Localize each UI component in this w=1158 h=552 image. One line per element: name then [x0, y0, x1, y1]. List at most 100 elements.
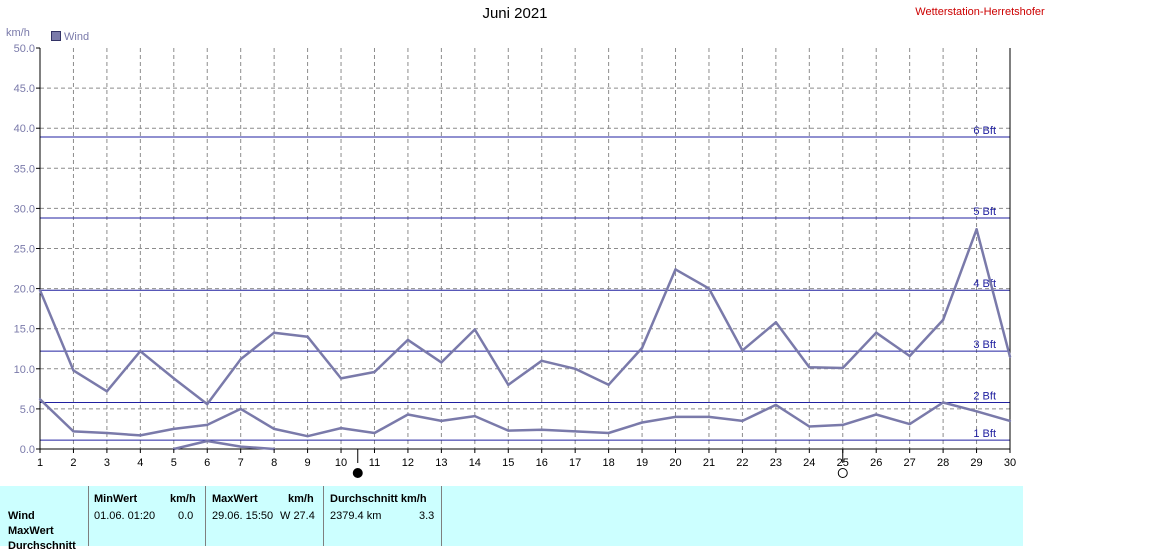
- data-point-max: [473, 328, 477, 331]
- beaufort-label: 1 Bft: [973, 428, 996, 440]
- data-point-max: [339, 377, 343, 380]
- avg-value: 3.3: [419, 510, 435, 522]
- data-point-max: [741, 349, 744, 352]
- data-point-max: [1008, 355, 1012, 358]
- beaufort-label: 3 Bft: [973, 339, 996, 351]
- min-header: MinWert: [94, 493, 138, 505]
- chart-series: [38, 228, 1012, 451]
- data-point-max: [774, 321, 778, 324]
- data-point-average: [741, 419, 744, 423]
- data-point-max: [573, 367, 577, 370]
- x-tick-label: 27: [904, 457, 916, 469]
- stats-divider: [88, 486, 89, 546]
- data-point-average: [306, 434, 309, 438]
- y-tick-label: 10.0: [14, 364, 35, 376]
- data-point-average: [440, 419, 443, 423]
- data-point-max: [306, 335, 309, 338]
- series-line-min: [173, 439, 275, 451]
- x-tick-label: 8: [271, 457, 277, 469]
- y-tick-label: 40.0: [14, 123, 35, 135]
- x-tick-label: 12: [402, 457, 414, 469]
- data-point-max: [440, 361, 443, 364]
- x-tick-label: 2: [70, 457, 76, 469]
- x-tick-label: 13: [435, 457, 447, 469]
- x-tick-label: 26: [870, 457, 882, 469]
- data-point-max: [373, 370, 376, 374]
- data-point-max: [272, 331, 276, 334]
- x-tick-label: 28: [937, 457, 949, 469]
- x-tick-label: 24: [803, 457, 815, 469]
- data-point-average: [875, 413, 878, 416]
- axis-ticks: 0.0 5.0 10.0 15.0 20.0 25.0 30.0 35.0 40.0 45.0 50…: [14, 43, 1017, 469]
- data-point-max: [406, 338, 410, 342]
- x-tick-label: 30: [1004, 457, 1016, 469]
- moon-phases: [352, 449, 848, 478]
- x-tick-label: 22: [736, 457, 748, 469]
- x-tick-label: 18: [602, 457, 614, 469]
- x-tick-label: 3: [104, 457, 110, 469]
- data-point-max: [975, 228, 978, 231]
- data-point-max: [607, 383, 610, 387]
- data-point-average: [975, 410, 978, 413]
- full-moon-icon: [837, 468, 848, 478]
- data-point-max: [239, 357, 242, 361]
- y-tick-label: 25.0: [14, 244, 35, 256]
- data-point-max: [674, 268, 677, 271]
- x-tick-label: 29: [970, 457, 982, 469]
- data-point-average: [339, 426, 343, 430]
- chart-title: Juni 2021: [482, 5, 548, 22]
- x-tick-label: 21: [703, 457, 715, 469]
- new-moon-icon: [352, 468, 363, 478]
- data-point-average: [507, 429, 510, 432]
- data-point-average: [640, 421, 644, 424]
- data-point-average: [941, 401, 945, 404]
- data-point-max: [875, 331, 878, 334]
- x-tick-label: 14: [469, 457, 481, 469]
- series-line-average: [39, 398, 1011, 438]
- legend-label: Wind: [64, 31, 90, 43]
- data-point-max: [540, 359, 543, 362]
- max-unit: km/h: [288, 493, 314, 505]
- series-line-max: [38, 228, 1012, 406]
- beaufort-label: 6 Bft: [973, 125, 996, 137]
- data-point-max: [139, 349, 142, 353]
- data-point-max: [172, 377, 175, 380]
- data-point-average: [206, 423, 209, 427]
- data-point-max: [941, 318, 945, 322]
- legend: Wind: [51, 31, 89, 43]
- x-tick-label: 17: [569, 457, 581, 469]
- data-point-average: [139, 434, 142, 437]
- data-point-average: [908, 422, 911, 426]
- data-point-average: [38, 398, 42, 401]
- y-tick-label: 50.0: [14, 43, 35, 55]
- y-tick-label: 35.0: [14, 163, 35, 175]
- legend-swatch: [51, 31, 61, 41]
- min-unit: km/h: [170, 493, 196, 505]
- avg-header: Durchschnitt km/h: [330, 493, 427, 505]
- x-tick-label: 10: [335, 457, 347, 469]
- data-point-max: [72, 369, 75, 372]
- beaufort-label: 2 Bft: [973, 390, 996, 402]
- data-point-max: [105, 390, 109, 393]
- max-value: W 27.4: [280, 510, 315, 522]
- y-tick-label: 30.0: [14, 203, 35, 215]
- data-point-average: [841, 423, 844, 427]
- data-point-max: [507, 383, 510, 387]
- x-tick-label: 23: [770, 457, 782, 469]
- x-tick-label: 20: [669, 457, 681, 469]
- station-name: Wetterstation-Herretshofer: [915, 6, 1045, 18]
- x-tick-label: 16: [536, 457, 548, 469]
- x-tick-label: 6: [204, 457, 210, 469]
- y-tick-label: 0.0: [20, 444, 35, 456]
- x-tick-label: 5: [171, 457, 177, 469]
- beaufort-label: 5 Bft: [973, 206, 996, 218]
- data-point-max: [841, 366, 844, 370]
- data-point-average: [172, 427, 175, 431]
- stats-row-label-max: MaxWert: [8, 525, 54, 537]
- data-point-average: [674, 415, 677, 419]
- y-axis-unit: km/h: [6, 27, 30, 39]
- data-point-average: [72, 430, 75, 433]
- data-point-average: [473, 414, 477, 418]
- data-point-max: [707, 287, 711, 290]
- x-tick-label: 1: [37, 457, 43, 469]
